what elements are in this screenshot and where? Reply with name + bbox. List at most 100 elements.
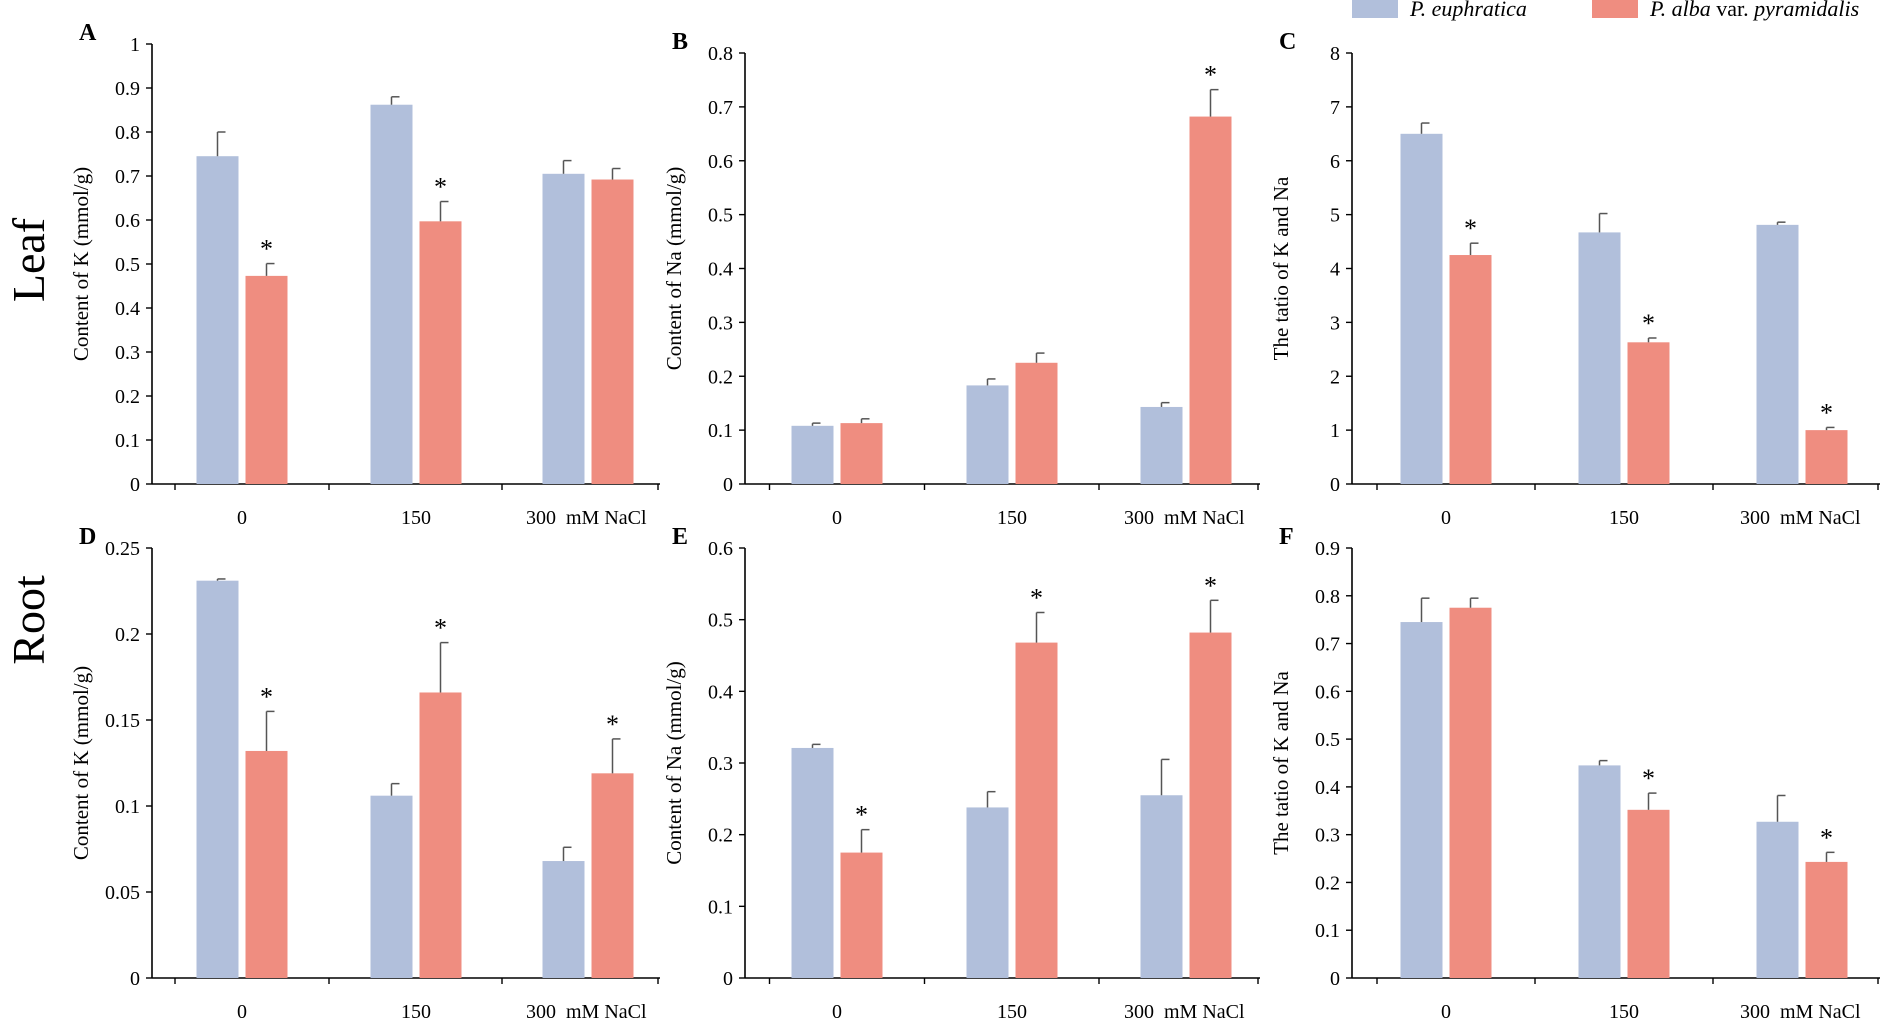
y-tick-label-f: 0 <box>1330 968 1340 990</box>
x-tick-label-f: 300 mM NaCl <box>1740 1001 1861 1021</box>
row-label-leaf: Leaf <box>3 217 54 302</box>
y-tick-label-f: 0.2 <box>1315 872 1340 894</box>
x-tick-label-c: 150 <box>1609 507 1639 529</box>
y-tick-label-d: 0.15 <box>105 710 140 732</box>
bar-b-s1-c1 <box>1015 362 1058 484</box>
legend-swatch-p-alba <box>1592 0 1638 18</box>
legend-label-p-alba-genus: P. alba <box>1649 0 1711 21</box>
y-tick-label-b: 0.3 <box>708 312 733 334</box>
x-tick-label-b: 0 <box>832 507 842 529</box>
y-tick-label-f: 0.1 <box>1315 920 1340 942</box>
y-tick-label-b: 0.7 <box>708 97 733 119</box>
y-tick-label-d: 0.2 <box>115 624 140 646</box>
y-tick-label-e: 0.5 <box>708 610 733 632</box>
bar-d-s1-c2 <box>591 773 634 978</box>
y-tick-label-b: 0.6 <box>708 151 733 173</box>
bar-e-s1-c0 <box>840 852 883 978</box>
y-tick-label-c: 7 <box>1330 97 1340 119</box>
bar-d-s1-c0 <box>245 750 288 978</box>
bar-e-s1-c2 <box>1189 632 1232 978</box>
legend-label-p-alba: P. alba var. pyramidalis <box>1649 0 1859 21</box>
panel-label-d: D <box>79 524 96 550</box>
significance-star-a: * <box>434 173 447 202</box>
panel-label-a: A <box>79 20 97 46</box>
y-tick-label-b: 0.8 <box>708 43 733 65</box>
bar-d-s1-c1 <box>419 692 462 978</box>
significance-star-d: * <box>260 682 273 711</box>
y-axis-label-f: The tatio of K and Na <box>1269 670 1293 854</box>
x-tick-label-a: 300 mM NaCl <box>526 507 647 529</box>
x-tick-label-f: 150 <box>1609 1001 1639 1021</box>
bar-f-s0-c0 <box>1400 622 1443 978</box>
bar-f-s1-c1 <box>1627 809 1670 978</box>
y-tick-label-c: 4 <box>1330 259 1340 281</box>
y-tick-label-e: 0.6 <box>708 538 733 560</box>
bar-b-s1-c2 <box>1189 116 1232 484</box>
x-tick-label-c: 0 <box>1441 507 1451 529</box>
bar-f-s1-c0 <box>1449 607 1492 978</box>
bar-e-s1-c1 <box>1015 642 1058 978</box>
panel-d: D Content of K (mmol/g) 0 0.05 0.1 0.15 0.2 0.2… <box>69 524 660 1021</box>
panel-a: A Content of K (mmol/g) 0 0.1 0.2 0.3 0.4 0.5 0.… <box>69 20 660 529</box>
bar-a-s0-c1 <box>370 104 413 484</box>
y-tick-label-f: 0.8 <box>1315 586 1340 608</box>
y-tick-label-d: 0 <box>130 968 140 990</box>
bar-b-s1-c0 <box>840 423 883 484</box>
significance-star-e: * <box>1204 571 1217 600</box>
bar-c-s1-c0 <box>1449 255 1492 484</box>
y-tick-label-b: 0.1 <box>708 420 733 442</box>
y-tick-label-c: 8 <box>1330 43 1340 65</box>
y-axis-label-b: Content of Na (mmol/g) <box>662 167 686 371</box>
significance-star-d: * <box>434 614 447 643</box>
significance-star-b: * <box>1204 61 1217 90</box>
legend-label-p-alba-var: var. <box>1711 0 1754 21</box>
panel-label-f: F <box>1279 524 1294 550</box>
bar-c-s0-c0 <box>1400 133 1443 484</box>
y-tick-label-c: 0 <box>1330 474 1340 496</box>
significance-star-c: * <box>1464 214 1477 243</box>
y-tick-label-b: 0.5 <box>708 205 733 227</box>
bar-c-s1-c1 <box>1627 342 1670 484</box>
y-tick-label-a: 0.4 <box>115 298 140 320</box>
y-tick-label-b: 0.2 <box>708 366 733 388</box>
bar-f-s0-c1 <box>1578 765 1621 978</box>
y-tick-label-a: 0.7 <box>115 166 140 188</box>
y-tick-label-c: 2 <box>1330 366 1340 388</box>
y-tick-label-f: 0.3 <box>1315 825 1340 847</box>
bar-a-s0-c2 <box>542 173 585 485</box>
significance-star-f: * <box>1642 764 1655 793</box>
x-tick-label-d: 0 <box>237 1001 247 1021</box>
bar-f-s0-c2 <box>1756 821 1799 978</box>
x-tick-label-a: 150 <box>401 507 431 529</box>
bar-b-s0-c0 <box>791 425 834 484</box>
significance-star-d: * <box>606 710 619 739</box>
bar-a-s1-c0 <box>245 275 288 484</box>
legend-label-p-euphratica: P. euphratica <box>1409 0 1527 21</box>
significance-star-c: * <box>1642 309 1655 338</box>
y-tick-label-a: 0 <box>130 474 140 496</box>
panel-label-e: E <box>672 524 688 550</box>
x-tick-label-e: 0 <box>832 1001 842 1021</box>
y-tick-label-c: 6 <box>1330 151 1340 173</box>
y-tick-label-b: 0 <box>723 474 733 496</box>
bar-c-s0-c2 <box>1756 224 1799 484</box>
y-axis-label-c: The tatio of K and Na <box>1269 176 1293 360</box>
bar-c-s1-c2 <box>1805 430 1848 484</box>
significance-star-e: * <box>855 801 868 830</box>
x-tick-label-d: 300 mM NaCl <box>526 1001 647 1021</box>
y-tick-label-f: 0.6 <box>1315 681 1340 703</box>
x-tick-label-d: 150 <box>401 1001 431 1021</box>
bar-b-s0-c2 <box>1140 406 1183 484</box>
y-tick-label-c: 5 <box>1330 205 1340 227</box>
y-tick-label-e: 0.3 <box>708 753 733 775</box>
bar-e-s0-c2 <box>1140 795 1183 978</box>
y-tick-label-b: 0.4 <box>708 259 733 281</box>
legend: P. euphratica P. alba var. pyramidalis <box>1352 0 1859 21</box>
y-tick-label-d: 0.25 <box>105 538 140 560</box>
x-tick-label-a: 0 <box>237 507 247 529</box>
bar-d-s0-c2 <box>542 861 585 978</box>
panel-label-c: C <box>1279 29 1296 55</box>
x-tick-label-b: 150 <box>997 507 1027 529</box>
y-tick-label-a: 0.5 <box>115 254 140 276</box>
